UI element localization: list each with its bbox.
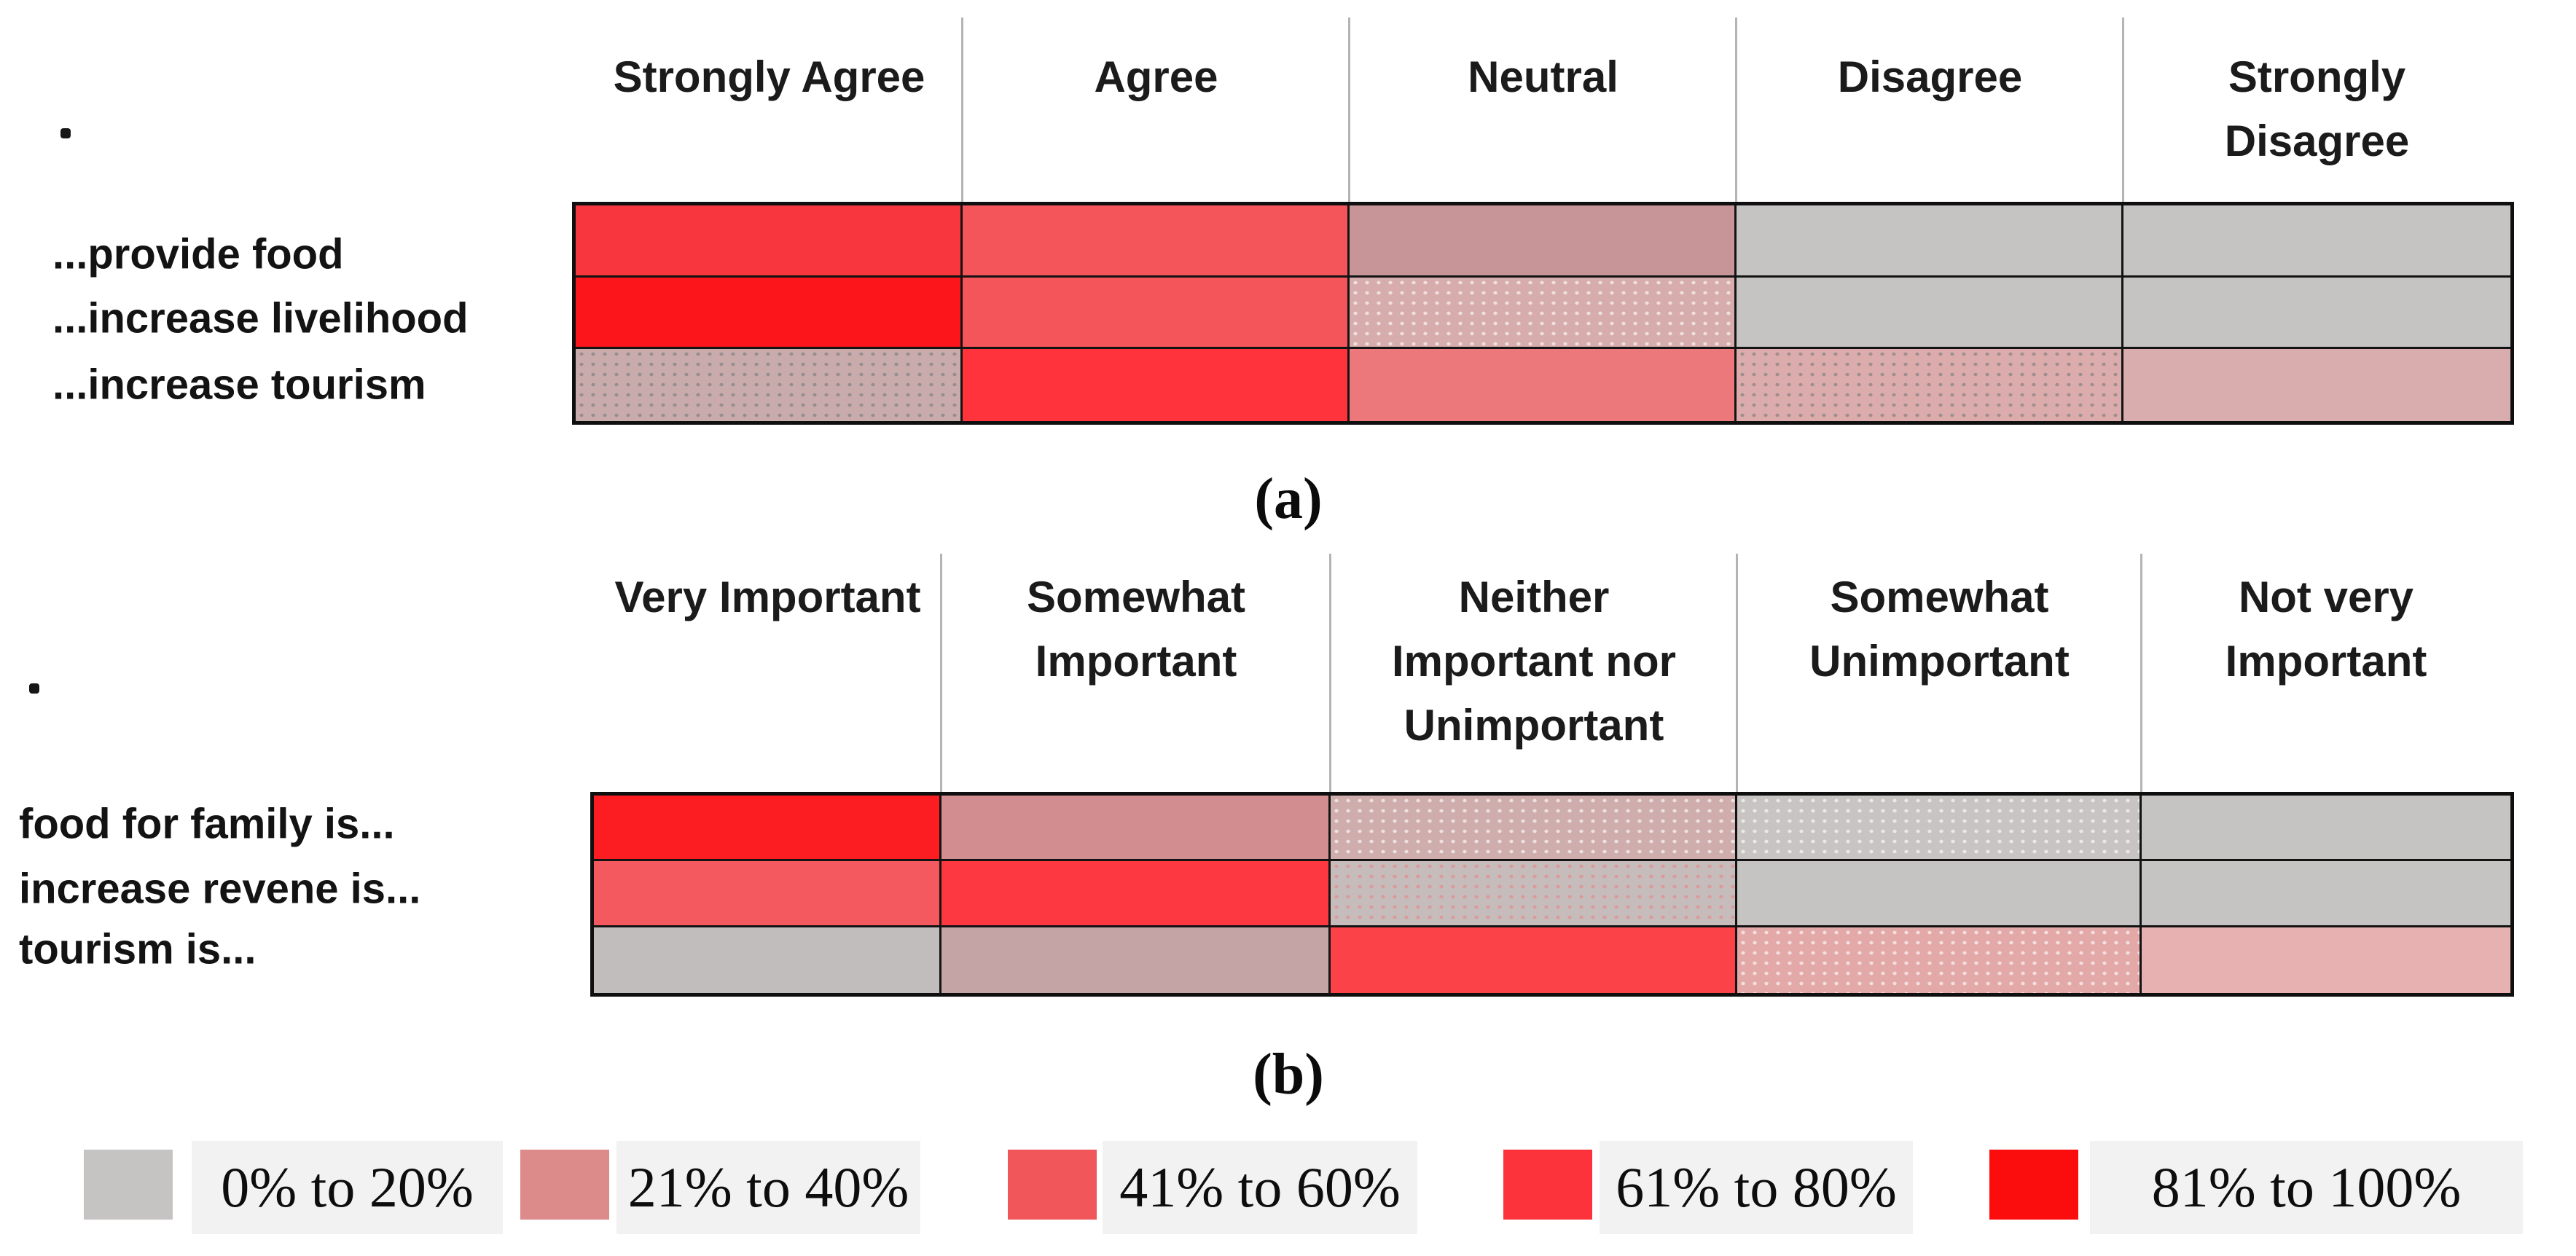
heatmap-cell [2123,205,2510,278]
caption-a: (a) [1254,467,1323,531]
row-label-a-1: ...provide food [52,230,344,278]
heatmap-cell [576,349,963,421]
heatmap-cell [941,861,1331,927]
legend-swatch [1989,1150,2078,1220]
heatmap-cell [576,278,963,349]
heatmap-cell [1350,205,1737,278]
heatmap-cell [1737,349,2123,421]
header-divider [2122,17,2124,205]
heatmap-cell [963,349,1350,421]
heatmap-cell [1331,927,1737,993]
heatmap-cell [594,796,941,861]
axis-tick-dot [29,683,39,694]
header-divider [1329,554,1331,796]
legend-label: 0% to 20% [192,1141,503,1234]
header-divider [1348,17,1350,205]
heatmap-cell [2142,796,2510,861]
heatmap-cell [2123,349,2510,421]
heatmap-cell [1350,349,1737,421]
heatmap-cell [1737,205,2123,278]
legend-label: 81% to 100% [2090,1141,2523,1234]
heatmap-grid [590,792,2514,997]
header-divider [2140,554,2142,796]
header-divider [940,554,942,796]
heatmap-cell [1331,861,1737,927]
heatmap-cell [2123,278,2510,349]
row-label-b-1: food for family is... [19,800,395,848]
row-label-a-2: ...increase livelihood [52,294,469,342]
heatmap-cell [2142,861,2510,927]
heatmap-cell [1737,927,2142,993]
column-header-a-4: Disagree [1837,52,2023,101]
heatmap-cell [1331,796,1737,861]
heatmap-cell [576,205,963,278]
column-header-a-2: Agree [1094,52,1218,101]
header-divider [961,17,963,205]
heatmap-cell [1737,278,2123,349]
legend-swatch [1503,1150,1592,1220]
column-header-b-2: Somewhat Important [1026,573,1246,686]
heatmap-cell [1350,278,1737,349]
header-divider [1736,554,1738,796]
heatmap-cell [941,796,1331,861]
header-divider [1735,17,1737,205]
heatmap-cell [941,927,1331,993]
legend-swatch [84,1150,173,1220]
heatmap-cell [594,861,941,927]
legend-swatch [1008,1150,1097,1220]
heatmap-grid [572,202,2514,425]
row-label-b-2: increase revene is... [19,865,421,913]
heatmap-cell [1737,861,2142,927]
caption-b: (b) [1253,1043,1324,1107]
axis-tick-dot [60,128,71,138]
heatmap-cell [963,205,1350,278]
heatmap-cell [1737,796,2142,861]
heatmap-cell [2142,927,2510,993]
legend-label: 61% to 80% [1600,1141,1913,1234]
legend-label: 41% to 60% [1103,1141,1417,1234]
row-label-a-3: ...increase tourism [52,361,426,409]
heatmap-cell [963,278,1350,349]
legend-label: 21% to 40% [616,1141,920,1234]
column-header-b-5: Not very Important [2225,573,2427,686]
column-header-a-5: Strongly Disagree [2224,52,2410,165]
column-header-a-3: Neutral [1468,52,1618,101]
column-header-a-1: Strongly Agree [613,52,925,101]
legend-swatch [520,1150,609,1220]
row-label-b-3: tourism is... [19,925,257,973]
column-header-b-3: Neither Important nor Unimportant [1392,573,1676,750]
heatmap-cell [594,927,941,993]
column-header-b-4: Somewhat Unimportant [1809,573,2070,686]
column-header-b-1: Very Important [614,573,921,621]
